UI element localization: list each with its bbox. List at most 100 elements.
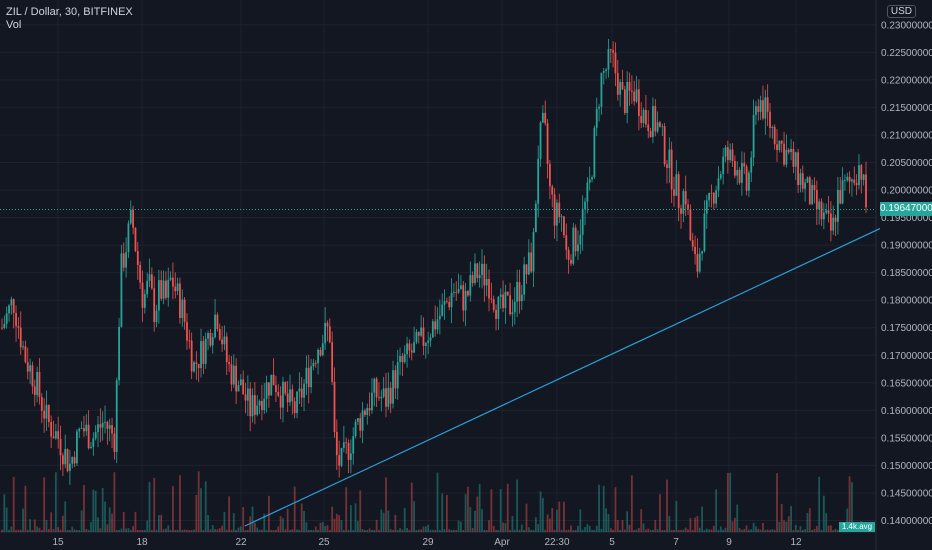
volume-bar xyxy=(652,529,654,532)
candle-body xyxy=(8,305,10,314)
candle-body xyxy=(626,81,629,114)
candle-body xyxy=(743,163,746,167)
volume-bar xyxy=(455,529,458,532)
volume-bar xyxy=(417,529,420,532)
candle-body xyxy=(865,174,867,208)
volume-bar xyxy=(476,496,479,532)
volume-bar xyxy=(244,529,247,532)
candle-body xyxy=(600,72,603,107)
candle-body xyxy=(64,449,67,465)
candle-body xyxy=(586,182,589,202)
volume-bar xyxy=(366,530,369,532)
volume-bar xyxy=(453,529,455,532)
candle-body xyxy=(90,446,92,449)
candle-body xyxy=(427,340,430,343)
candle-body xyxy=(574,227,577,252)
candle-body xyxy=(481,263,483,275)
candle-body xyxy=(755,106,757,115)
candle-body xyxy=(862,174,865,180)
volume-bar xyxy=(797,529,799,532)
volume-bar xyxy=(659,494,661,532)
volume-bar xyxy=(312,529,315,532)
candle-body xyxy=(270,374,273,396)
candle-body xyxy=(132,209,135,228)
y-tick-label: 0.15000000 xyxy=(881,461,932,472)
candle-body xyxy=(483,263,486,286)
candle-body xyxy=(837,190,839,222)
volume-bar xyxy=(682,529,685,532)
volume-bar xyxy=(726,473,729,532)
candle-body xyxy=(230,364,233,385)
volume-bar xyxy=(829,525,832,532)
volume-bar xyxy=(431,529,434,532)
volume-bar xyxy=(605,508,607,532)
volume-bar xyxy=(537,524,540,532)
volume-bar xyxy=(387,510,390,532)
candle-body xyxy=(71,457,74,464)
candle-body xyxy=(141,282,144,308)
candle-body xyxy=(293,401,296,414)
y-tick-label: 0.14500000 xyxy=(881,488,932,499)
candle-body xyxy=(832,217,835,231)
volume-bar xyxy=(317,529,319,532)
candle-body xyxy=(36,371,39,396)
volume-bar xyxy=(104,501,106,532)
candle-body xyxy=(591,177,593,180)
candle-body xyxy=(509,295,511,315)
candle-body xyxy=(696,254,699,272)
candle-body xyxy=(5,313,8,324)
volume-bar xyxy=(277,526,280,532)
volume-bar xyxy=(83,485,85,532)
volume-bar xyxy=(722,529,725,532)
volume-bar xyxy=(656,529,659,532)
candle-body xyxy=(647,124,650,132)
candle-body xyxy=(464,291,467,311)
candle-body xyxy=(785,149,788,165)
candle-body xyxy=(541,112,544,123)
volume-bar xyxy=(1,529,3,532)
candle-body xyxy=(139,264,142,283)
candle-body xyxy=(490,298,493,300)
currency-button[interactable]: USD xyxy=(886,5,916,18)
volume-bar xyxy=(324,526,327,532)
volume-bar xyxy=(246,529,249,532)
candle-body xyxy=(436,319,439,330)
candle-body xyxy=(261,400,263,411)
candle-body xyxy=(19,327,22,348)
candle-body xyxy=(567,249,570,260)
volume-bar xyxy=(59,529,62,532)
volume-bar xyxy=(787,516,790,532)
candle-body xyxy=(691,240,694,247)
candle-body xyxy=(684,191,687,205)
x-tick-label: 18 xyxy=(136,537,148,548)
candle-body xyxy=(485,279,488,286)
candle-body xyxy=(834,217,837,222)
volume-bar xyxy=(31,529,34,532)
volume-bar xyxy=(221,525,223,532)
volume-bar xyxy=(516,479,519,532)
candle-body xyxy=(640,115,643,124)
candle-body xyxy=(59,438,62,456)
candle-body xyxy=(179,283,181,318)
volume-bar xyxy=(827,525,830,532)
candle-body xyxy=(488,279,490,299)
x-tick-label: 9 xyxy=(726,537,732,548)
volume-bar xyxy=(525,503,528,532)
candle-body xyxy=(380,396,383,399)
candle-body xyxy=(101,422,104,428)
volume-bar xyxy=(595,525,598,532)
volume-bar xyxy=(776,473,778,532)
volume-bar xyxy=(113,472,116,532)
volume-bar xyxy=(511,515,514,532)
volume-bar xyxy=(771,529,774,532)
volume-bar xyxy=(373,529,376,532)
candle-body xyxy=(319,349,322,356)
volume-bar xyxy=(392,529,394,532)
candle-body xyxy=(741,163,743,183)
candle-body xyxy=(726,147,729,161)
volume-bar xyxy=(289,529,291,532)
candle-body xyxy=(24,346,27,363)
volume-bar xyxy=(668,516,671,532)
volume-bar xyxy=(691,530,694,532)
